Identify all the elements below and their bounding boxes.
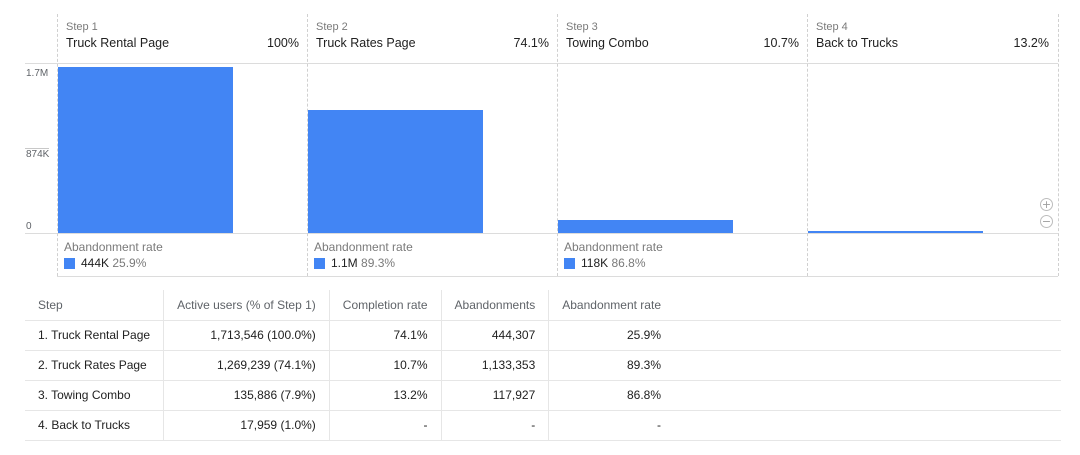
table-header-row: Step Active users (% of Step 1) Completion…: [25, 290, 1061, 321]
step-header: Step 4 Back to Trucks 13.2%: [807, 14, 1057, 64]
column-divider: [57, 14, 58, 276]
step-number: Step 3: [566, 21, 598, 33]
zoom-in-icon[interactable]: +: [1040, 198, 1053, 211]
funnel-step: Step 4 Back to Trucks 13.2%: [807, 14, 1057, 276]
step-percent: 74.1%: [513, 36, 549, 50]
funnel-step: Step 1 Truck Rental Page 100% Abandonment r…: [57, 14, 307, 276]
step-name: Truck Rental Page: [66, 36, 170, 50]
row-step-name: 4. Back to Trucks: [25, 410, 165, 441]
y-tick-label: 1.7M: [26, 68, 49, 79]
abandonment-swatch: [314, 258, 325, 269]
table-row[interactable]: 3. Towing Combo 135,886 (7.9%) 13.2% 117,92…: [25, 380, 1061, 411]
y-tick-line: [25, 148, 49, 149]
abandonment-label: Abandonment rate: [64, 240, 163, 254]
funnel-step: Step 2 Truck Rates Page 74.1% Abandonment r…: [307, 14, 557, 276]
table-cell: -: [548, 410, 674, 441]
funnel-bar[interactable]: [808, 231, 983, 233]
column-header[interactable]: Abandonments: [441, 290, 550, 321]
abandonment-rate: 89.3%: [361, 256, 396, 270]
abandonment-count: 1.1M 89.3%: [331, 256, 396, 270]
table-row[interactable]: 1. Truck Rental Page 1,713,546 (100.0%) 74…: [25, 320, 1061, 351]
table-cell: 117,927: [441, 380, 550, 411]
row-step-name: 1. Truck Rental Page: [25, 320, 165, 351]
abandonment-rate: 25.9%: [112, 256, 147, 270]
step-number: Step 4: [816, 21, 848, 33]
column-header[interactable]: Active users (% of Step 1): [163, 290, 330, 321]
step-header: Step 2 Truck Rates Page 74.1%: [307, 14, 557, 64]
table-cell: -: [329, 410, 442, 441]
funnel-chart: 0 874K 1.7M Step 1 Truck Rental Page 100% Aba…: [25, 14, 1059, 277]
row-step-name: 3. Towing Combo: [25, 380, 165, 411]
table-cell: 74.1%: [329, 320, 442, 351]
abandonment-rate: 86.8%: [611, 256, 646, 270]
y-tick-label: 874K: [26, 149, 50, 161]
table-cell: 13.2%: [329, 380, 442, 411]
step-number: Step 1: [66, 21, 98, 33]
table-cell: 86.8%: [548, 380, 674, 411]
table-cell: 1,713,546 (100.0%): [163, 320, 330, 351]
step-header: Step 3 Towing Combo 10.7%: [557, 14, 807, 64]
column-divider: [307, 14, 308, 276]
column-divider: [807, 14, 808, 276]
funnel-step: Step 3 Towing Combo 10.7% Abandonment rate 1…: [557, 14, 807, 276]
column-divider: [557, 14, 558, 276]
column-header[interactable]: Abandonment rate: [548, 290, 674, 321]
step-name: Truck Rates Page: [316, 36, 416, 50]
step-percent: 10.7%: [763, 36, 799, 50]
column-header[interactable]: Step: [25, 290, 165, 321]
table-cell: 1,133,353: [441, 350, 550, 381]
table-cell: 1,269,239 (74.1%): [163, 350, 330, 381]
step-name: Back to Trucks: [816, 36, 898, 50]
baseline: [25, 233, 1058, 234]
table-cell: 135,886 (7.9%): [163, 380, 330, 411]
abandonment-label: Abandonment rate: [314, 240, 413, 254]
abandonment-summary: Abandonment rate 1.1M 89.3%: [307, 233, 557, 276]
y-tick-label: 0: [26, 221, 32, 232]
table-spacer: [674, 410, 1061, 441]
column-header[interactable]: Completion rate: [329, 290, 442, 321]
step-number: Step 2: [316, 21, 348, 33]
bottom-border: [57, 276, 1058, 277]
table-row[interactable]: 2. Truck Rates Page 1,269,239 (74.1%) 10.7…: [25, 350, 1061, 381]
abandonment-swatch: [564, 258, 575, 269]
abandonment-summary: Abandonment rate 444K 25.9%: [57, 233, 307, 276]
abandonment-summary: Abandonment rate 118K 86.8%: [557, 233, 807, 276]
abandonment-count: 118K 86.8%: [581, 256, 646, 270]
table-cell: 10.7%: [329, 350, 442, 381]
abandonment-count: 444K 25.9%: [81, 256, 147, 270]
row-step-name: 2. Truck Rates Page: [25, 350, 165, 381]
table-cell: 444,307: [441, 320, 550, 351]
table-cell: 25.9%: [548, 320, 674, 351]
zoom-out-icon[interactable]: −: [1040, 215, 1053, 228]
funnel-bar[interactable]: [558, 219, 733, 233]
table-spacer: [674, 320, 1061, 351]
table-cell: 17,959 (1.0%): [163, 410, 330, 441]
table-cell: 89.3%: [548, 350, 674, 381]
table-body: 1. Truck Rental Page 1,713,546 (100.0%) 74…: [25, 320, 1061, 441]
table-cell: -: [441, 410, 550, 441]
funnel-table: Step Active users (% of Step 1) Completion…: [25, 290, 1061, 441]
table-spacer: [674, 380, 1061, 411]
step-name: Towing Combo: [566, 36, 649, 50]
abandonment-label: Abandonment rate: [564, 240, 663, 254]
funnel-bar[interactable]: [58, 67, 233, 233]
column-divider: [1058, 14, 1059, 276]
table-spacer: [674, 350, 1061, 381]
funnel-bar[interactable]: [308, 110, 483, 233]
abandonment-swatch: [64, 258, 75, 269]
table-spacer: [674, 290, 1061, 321]
step-percent: 13.2%: [1013, 36, 1049, 50]
step-header: Step 1 Truck Rental Page 100%: [57, 14, 307, 64]
step-percent: 100%: [267, 36, 299, 50]
table-row[interactable]: 4. Back to Trucks 17,959 (1.0%) - - -: [25, 410, 1061, 441]
